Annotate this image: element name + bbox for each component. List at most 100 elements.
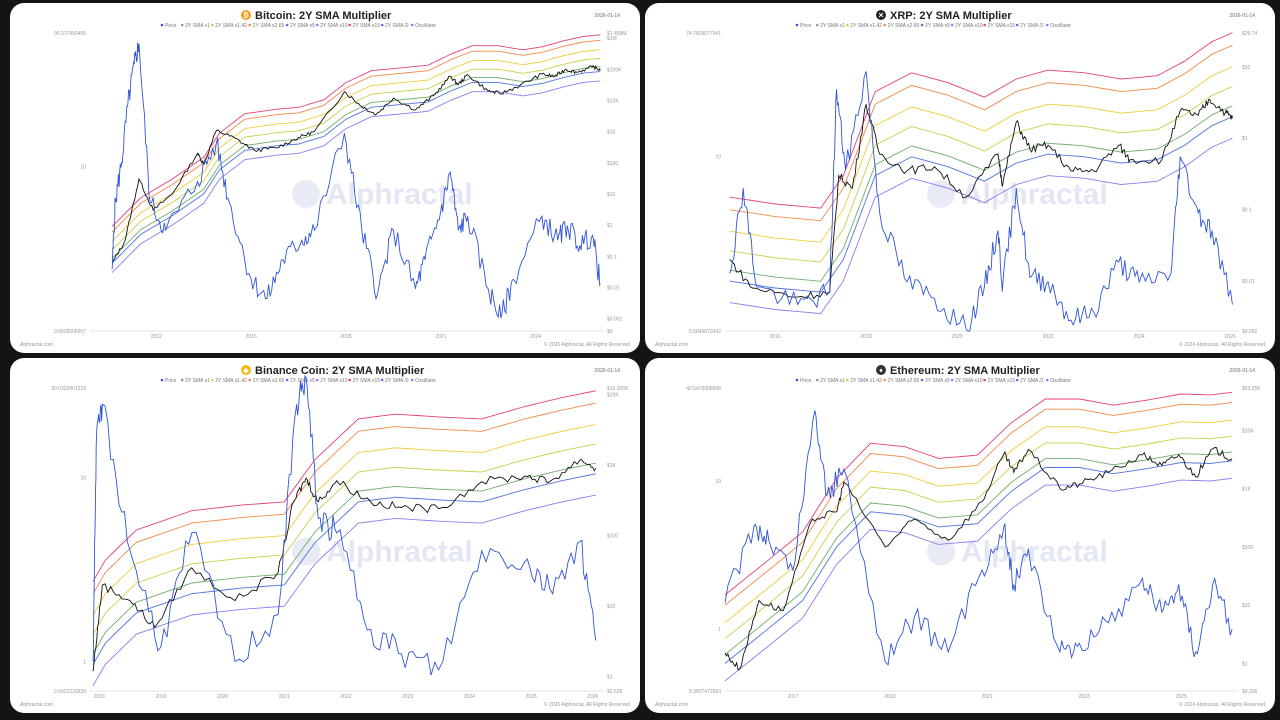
legend-marker (920, 23, 924, 27)
date-label: 2026-01-14 (1229, 368, 1255, 374)
footer-copyright: © 2026 Alphractal. All Rights Reserved (544, 341, 630, 348)
legend-marker (1015, 23, 1019, 27)
x-tick-label: 2019 (155, 694, 166, 700)
legend-item: 2Y SMA x10 (955, 23, 983, 29)
watermark: Alphractal (961, 178, 1108, 211)
legend-item: 2Y SMA /2 (1020, 378, 1044, 384)
legend-marker (983, 378, 986, 382)
x-tick-label: 2024 (1134, 334, 1145, 340)
legend-marker (315, 23, 319, 27)
footer-site: Alphractal.com (20, 342, 53, 348)
band-line-x2_65 (724, 435, 1233, 640)
legend-item: 2Y SMA x1 (185, 378, 210, 384)
x-tick-label: 2018 (340, 334, 351, 340)
legend-item: Price (800, 378, 812, 384)
legend-marker (348, 378, 351, 382)
watermark-logo-icon (927, 180, 955, 208)
legend-marker (846, 378, 849, 382)
x-tick-label: 2015 (246, 334, 257, 340)
right-y-tick-label: $100 (1242, 545, 1253, 551)
band-line-x5 (111, 49, 601, 242)
legend-item: 2Y SMA x1.42 (215, 378, 247, 384)
legend-marker (248, 378, 251, 382)
legend-item: 2Y SMA x1 (820, 23, 845, 29)
legend-item: 2Y SMA /2 (385, 23, 409, 29)
legend-marker (815, 23, 819, 27)
legend-item: 2Y SMA x2.65 (888, 23, 920, 29)
chart-svg: ◆ Binance Coin: 2Y SMA Multiplier 2026-01-… (20, 365, 630, 708)
watermark: Alphractal (326, 178, 473, 211)
x-tick-label: 2020 (217, 694, 228, 700)
right-y-tick-label: $100K (607, 67, 622, 73)
left-y-tick-label: 0.3807472993 (689, 689, 721, 695)
right-y-tick-label: $1M (607, 36, 617, 42)
right-y-tick-label: $1 (1242, 136, 1248, 142)
chart-title: Binance Coin: 2Y SMA Multiplier (255, 365, 425, 377)
right-y-tick-label: $100 (607, 534, 618, 540)
legend-item: 2Y SMA x2.65 (253, 378, 285, 384)
right-y-tick-label: $1 (1242, 661, 1248, 667)
legend-item: 2Y SMA x2.65 (888, 378, 920, 384)
legend-marker (920, 378, 924, 382)
legend-item: 2Y SMA /2 (385, 378, 409, 384)
chart-svg: ₿ Bitcoin: 2Y SMA Multiplier 2026-01-14 Pri… (20, 10, 630, 348)
right-y-tick-label: $10K (607, 392, 619, 398)
band-line-x1_42 (724, 451, 1233, 655)
legend-item: 2Y SMA x10 (320, 378, 348, 384)
left-y-tick-label: 30.6322861223 (51, 386, 86, 392)
bnb-icon-glyph: ◆ (242, 368, 249, 375)
oscillator-line (724, 410, 1233, 666)
oscillator-line (92, 374, 597, 676)
legend-item: Oscillator (1050, 378, 1071, 384)
legend-marker (315, 378, 319, 382)
ethereum-icon-glyph: ♦ (879, 368, 883, 375)
right-y-tick-label: $12.326K (607, 386, 629, 392)
right-y-tick-label: $0.001 (607, 317, 623, 323)
band-line-x2_65 (111, 57, 601, 251)
x-tick-label: 2021 (435, 334, 446, 340)
band-line-x10 (92, 402, 596, 594)
legend-marker (846, 23, 849, 27)
right-y-tick-label: $0.628 (607, 689, 623, 695)
legend-item: 2Y SMA x5 (290, 23, 315, 29)
right-y-tick-label: $0.1 (1242, 208, 1252, 214)
watermark-logo-icon (292, 180, 320, 208)
footer-copyright: © 2026 Alphractal. All Rights Reserved (1179, 341, 1265, 348)
legend-marker (950, 378, 954, 382)
watermark: Alphractal (326, 536, 473, 569)
band-line-x0_5 (729, 137, 1233, 315)
chart-panel-ethereum: ♦ Ethereum: 2Y SMA Multiplier 2026-01-14 Pr… (645, 358, 1275, 713)
left-y-tick-label: 10 (715, 155, 721, 161)
band-line-x2_65 (92, 443, 596, 635)
band-line-x5 (729, 66, 1233, 243)
x-tick-label: 2024 (464, 694, 475, 700)
left-y-tick-label: 1 (83, 660, 86, 666)
x-tick-label: 2018 (94, 694, 105, 700)
legend-marker (380, 23, 384, 27)
band-line-x1_42 (92, 462, 596, 654)
legend-item: 2Y SMA x1 (820, 378, 845, 384)
legend-marker (815, 378, 819, 382)
legend-item: 2Y SMA x1.42 (215, 23, 247, 29)
left-y-tick-label: 0.5849870342 (689, 329, 721, 335)
legend-marker (211, 23, 214, 27)
x-tick-label: 2012 (151, 334, 162, 340)
legend-item: 2Y SMA x2.65 (253, 23, 285, 29)
date-label: 2026-01-14 (594, 368, 620, 374)
legend-marker (883, 378, 886, 382)
legend-item: 2Y SMA x10 (320, 23, 348, 29)
legend-item: 2Y SMA x5 (290, 378, 315, 384)
ethereum-icon (876, 365, 886, 375)
legend-marker (248, 23, 251, 27)
left-y-tick-label: 42.5470908006 (686, 386, 721, 392)
legend-marker (1045, 23, 1049, 27)
x-tick-label: 2023 (1079, 694, 1090, 700)
right-y-tick-label: $10 (607, 604, 616, 610)
legend-item: 2Y SMA x15 (353, 378, 381, 384)
right-y-tick-label: $10K (1242, 428, 1254, 434)
band-line-x1_42 (111, 66, 601, 259)
bitcoin-icon-glyph: ₿ (243, 12, 249, 20)
left-y-tick-label: 90.377450455 (54, 31, 86, 37)
band-line-x10 (729, 44, 1233, 222)
right-y-tick-label: $100 (607, 161, 618, 167)
